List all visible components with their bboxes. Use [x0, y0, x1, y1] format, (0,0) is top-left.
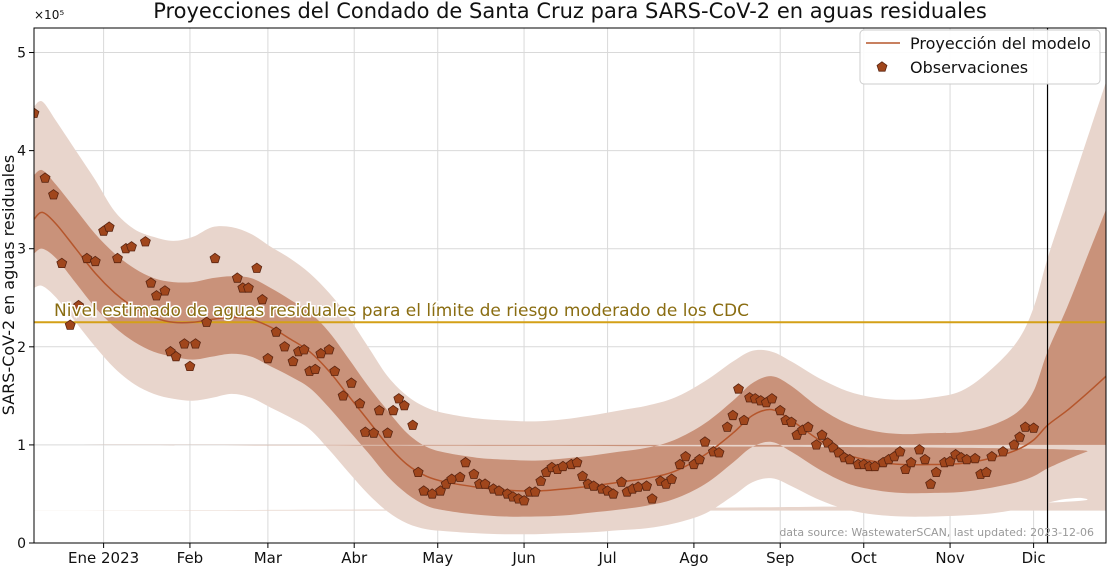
y-multiplier: ×10⁵ — [34, 8, 64, 22]
plot-frame — [33, 27, 1107, 544]
x-tick-label: Ago — [679, 549, 708, 566]
legend-observations-label: Observaciones — [910, 58, 1028, 77]
y-tick-label: 2 — [17, 340, 26, 356]
x-tick-label: Mar — [254, 549, 283, 566]
x-tick-label: Abr — [341, 549, 368, 566]
threshold-label: Nivel estimado de aguas residuales para … — [54, 301, 749, 321]
x-tick-label: Sep — [766, 549, 794, 566]
x-tick-label: May — [422, 549, 453, 566]
y-axis: 0 1 2 3 4 5 — [17, 46, 34, 552]
legend-box — [859, 29, 1101, 85]
plot-area: Nivel estimado de aguas residuales para … — [33, 27, 1107, 544]
x-axis: Ene 2023 Feb Mar Abr May Jun Jul Ago Sep Oct Nov Di… — [68, 543, 1046, 566]
y-tick-label: 0 — [17, 536, 26, 552]
y-tick-label: 5 — [17, 46, 26, 62]
x-tick-label: Dic — [1022, 549, 1046, 566]
x-tick-label: Jul — [598, 549, 617, 566]
x-tick-label: Jun — [511, 549, 535, 566]
y-tick-label: 3 — [17, 242, 26, 258]
x-tick-label: Feb — [177, 549, 204, 566]
inner-band — [34, 169, 1106, 517]
chart-title: Proyecciones del Condado de Santa Cruz p… — [153, 0, 987, 23]
x-tick-label: Nov — [935, 549, 964, 566]
source-note: data source: WastewaterSCAN, last update… — [779, 526, 1094, 539]
legend: Proyección del modelo Observaciones — [859, 29, 1101, 85]
x-tick-label: Ene 2023 — [68, 549, 139, 566]
model-projection-line — [34, 211, 1106, 492]
y-tick-label: 4 — [17, 144, 26, 160]
y-axis-label: SARS-CoV-2 en aguas residuales — [0, 155, 18, 415]
y-tick-label: 1 — [17, 438, 26, 454]
legend-model-label: Proyección del modelo — [910, 34, 1091, 53]
x-tick-label: Oct — [851, 549, 877, 566]
